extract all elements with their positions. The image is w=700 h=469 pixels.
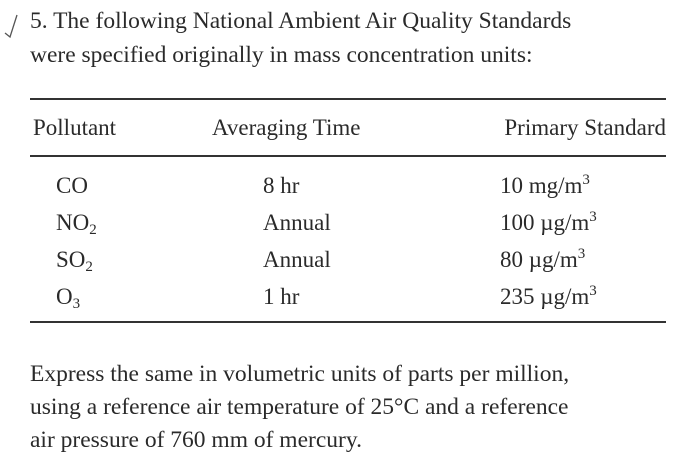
averaging-time-cell: Annual (263, 210, 331, 235)
question-text: Express the same in volumetric units of … (30, 358, 690, 457)
pollutant-cell: O3 (56, 284, 81, 312)
table-top-rule (30, 98, 666, 100)
pollutant-cell: SO2 (56, 247, 93, 275)
header-averaging-time: Averaging Time (212, 115, 361, 140)
primary-standard-cell: 10 mg/m3 (500, 172, 590, 199)
problem-line-2: were specified originally in mass concen… (30, 42, 533, 68)
table-row: NO2 Annual 100 µg/m3 (0, 207, 700, 238)
problem-text-1: The following National Ambient Air Quali… (53, 8, 572, 34)
header-primary-standard: Primary Standard (504, 115, 666, 140)
question-line-3: air pressure of 760 mm of mercury. (30, 427, 362, 453)
table-row: SO2 Annual 80 µg/m3 (0, 244, 700, 275)
table-row: O3 1 hr 235 µg/m3 (0, 281, 700, 312)
table-row: CO 8 hr 10 mg/m3 (0, 170, 700, 201)
header-pollutant: Pollutant (33, 115, 117, 140)
averaging-time-cell: Annual (263, 247, 331, 272)
averaging-time-cell: 1 hr (263, 284, 300, 309)
pollutant-cell: CO (56, 173, 88, 198)
problem-statement: 5. The following National Ambient Air Qu… (30, 4, 690, 72)
table-bottom-rule (30, 321, 666, 323)
check-mark-icon (4, 14, 18, 38)
primary-standard-cell: 100 µg/m3 (500, 209, 597, 236)
table-header-rule (30, 155, 666, 157)
problem-line-1: 5. The following National Ambient Air Qu… (30, 4, 690, 38)
problem-number: 5. (30, 8, 48, 34)
primary-standard-cell: 235 µg/m3 (500, 283, 597, 310)
pollutant-cell: NO2 (56, 210, 97, 238)
question-line-2: using a reference air temperature of 25°… (30, 394, 569, 420)
averaging-time-cell: 8 hr (263, 173, 300, 198)
question-line-1: Express the same in volumetric units of … (30, 361, 570, 387)
primary-standard-cell: 80 µg/m3 (500, 246, 586, 273)
